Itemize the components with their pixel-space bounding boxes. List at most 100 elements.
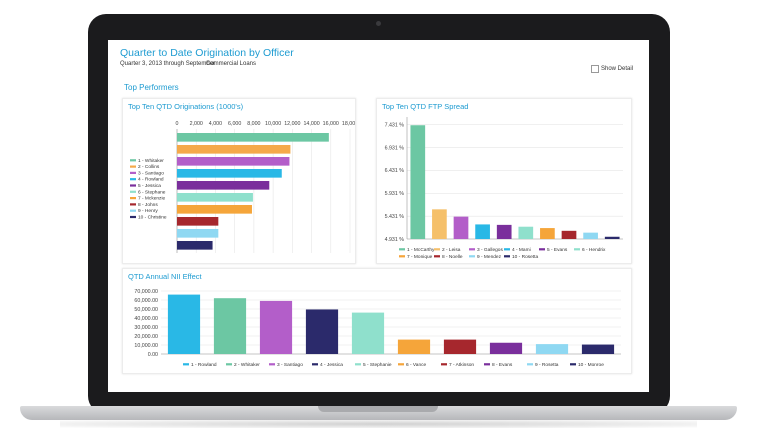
legend-label: 2 - Whitaker	[234, 362, 260, 368]
legend-label: 9 - Rosetta	[535, 362, 559, 368]
department-label: Commercial Loans	[206, 61, 257, 67]
bar	[177, 205, 252, 214]
legend-swatch	[441, 363, 447, 366]
bar	[489, 342, 523, 354]
legend-label: 2 - Collins	[138, 164, 160, 170]
legend-swatch	[130, 165, 136, 168]
legend-label: 6 - Stephane	[138, 189, 166, 195]
legend-label: 7 - Monique	[407, 254, 433, 260]
legend-label: 4 - Mami	[512, 247, 531, 253]
y-tick-label: 6.931 %	[385, 145, 405, 151]
legend-label: 1 - McCarthy	[407, 247, 435, 253]
x-tick-label: 10,000	[265, 121, 281, 127]
ftp-spread-chart-title: Top Ten QTD FTP Spread	[382, 102, 469, 111]
legend-swatch	[130, 190, 136, 193]
x-tick-label: 12,000	[284, 121, 300, 127]
dashboard-screen: Quarter to Date Origination by Officer Q…	[108, 40, 649, 392]
nii-effect-chart-title: QTD Annual NII Effect	[128, 272, 202, 281]
legend-swatch	[570, 363, 576, 366]
legend-swatch	[469, 248, 475, 251]
y-tick-label: 5.431 %	[385, 214, 405, 220]
show-detail-checkbox[interactable]	[591, 65, 599, 73]
y-tick-label: 30,000.00	[134, 325, 158, 331]
y-tick-label: 0.00	[148, 352, 158, 358]
bar	[177, 229, 219, 238]
x-tick-label: 16,000	[323, 121, 339, 127]
bar	[177, 145, 291, 154]
x-tick-label: 0	[176, 121, 179, 127]
legend-label: 8 - Evans	[492, 362, 513, 368]
camera-icon	[376, 21, 381, 26]
bar	[604, 236, 620, 239]
legend-label: 1 - Whitaker	[138, 158, 164, 164]
legend-swatch	[399, 255, 405, 258]
x-tick-label: 8,000	[247, 121, 260, 127]
legend-label: 5 - Stephanie	[363, 362, 392, 368]
legend-swatch	[130, 203, 136, 206]
bar	[561, 230, 577, 239]
legend-swatch	[484, 363, 490, 366]
ftp-spread-chart: 4.931 % 5.431 % 5.931 % 6.431 % 6.931 % 7.431…	[385, 117, 623, 260]
bar	[518, 226, 534, 239]
legend-label: 4 - Jessica	[320, 362, 343, 368]
nii-effect-chart: 0.00 10,000.00 20,000.00 30,000.00 40,000.00…	[134, 289, 621, 368]
legend-label: 6 - Hendrix	[582, 247, 606, 253]
legend-swatch	[504, 255, 510, 258]
y-tick-label: 70,000.00	[134, 289, 158, 295]
x-tick-label: 4,000	[209, 121, 222, 127]
bar	[453, 216, 469, 239]
y-tick-label: 20,000.00	[134, 334, 158, 340]
y-tick-label: 5.931 %	[385, 191, 405, 197]
bar	[443, 339, 477, 354]
y-tick-label: 6.431 %	[385, 168, 405, 174]
x-tick-label: 2,000	[190, 121, 203, 127]
legend-swatch	[130, 184, 136, 187]
legend-swatch	[539, 248, 545, 251]
legend-swatch	[434, 248, 440, 251]
legend-label: 7 - Atkinson	[449, 362, 474, 368]
bar	[581, 344, 615, 354]
laptop-notch	[318, 406, 438, 412]
legend-swatch	[130, 171, 136, 174]
originations-chart-title: Top Ten QTD Originations (1000's)	[128, 102, 244, 111]
legend-swatch	[355, 363, 361, 366]
legend-label: 9 - Henry	[138, 208, 158, 214]
bar	[397, 339, 431, 354]
legend-label: 5 - Evans	[547, 247, 568, 253]
bar	[177, 241, 213, 250]
x-tick-label: 18,000	[342, 121, 355, 127]
bar	[432, 209, 447, 239]
show-detail-toggle[interactable]: Show Detail	[591, 65, 633, 73]
legend-swatch	[130, 215, 136, 219]
legend-swatch	[130, 159, 136, 162]
bar	[351, 312, 385, 354]
page-title: Quarter to Date Origination by Officer	[120, 47, 294, 59]
y-tick-label: 10,000.00	[134, 343, 158, 349]
legend-label: 10 - Christine	[138, 215, 167, 221]
legend-swatch	[469, 255, 475, 258]
legend-label: 10 - Monroe	[578, 362, 604, 368]
legend-label: 3 - Santiago	[277, 362, 303, 368]
y-tick-label: 4.931 %	[385, 237, 405, 243]
bar	[177, 133, 329, 142]
y-tick-label: 50,000.00	[134, 307, 158, 313]
bar	[475, 224, 490, 239]
legend-label: 7 - Mckenzie	[138, 196, 166, 202]
legend-label: 2 - Leisa	[442, 247, 461, 253]
legend-swatch	[504, 248, 510, 251]
legend-label: 8 - Johns	[138, 202, 158, 208]
legend-label: 8 - Noelle	[442, 254, 463, 260]
show-detail-label: Show Detail	[601, 66, 634, 72]
legend-label: 5 - Jessica	[138, 183, 161, 189]
legend-swatch	[399, 248, 405, 251]
x-tick-label: 14,000	[303, 121, 319, 127]
bar	[410, 125, 426, 239]
legend-swatch	[226, 363, 232, 366]
bar	[259, 300, 293, 354]
y-tick-label: 60,000.00	[134, 298, 158, 304]
legend-label: 10 - Rosetta	[512, 254, 538, 260]
bar	[496, 224, 512, 239]
legend-swatch	[130, 209, 136, 212]
bar	[177, 193, 253, 202]
y-tick-label: 7.431 %	[385, 123, 405, 129]
